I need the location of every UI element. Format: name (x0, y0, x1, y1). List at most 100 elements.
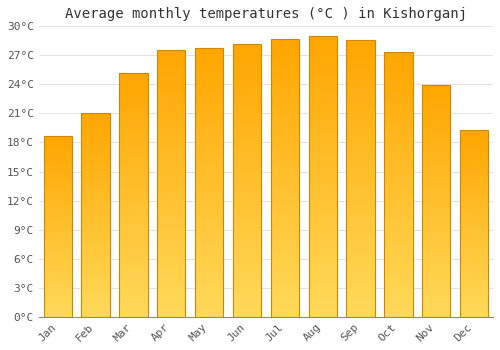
Bar (82, 172, 110, 174)
Bar (346, 64, 375, 68)
Bar (346, 102, 375, 106)
Title: Average monthly temperatures (°C ) in Kishorganj: Average monthly temperatures (°C ) in Ki… (65, 7, 467, 21)
Bar (270, 102, 299, 105)
Bar (195, 108, 224, 112)
Bar (308, 40, 337, 43)
Bar (82, 304, 110, 307)
Bar (384, 290, 412, 294)
Bar (308, 187, 337, 190)
Bar (308, 61, 337, 64)
Bar (233, 215, 261, 218)
Bar (82, 253, 110, 256)
Bar (308, 134, 337, 138)
Bar (157, 170, 186, 174)
Bar (422, 253, 450, 256)
Bar (422, 155, 450, 158)
Bar (422, 296, 450, 300)
Bar (157, 210, 186, 214)
Bar (195, 132, 224, 135)
Bar (346, 54, 375, 57)
Bar (157, 134, 186, 137)
Bar (82, 162, 110, 164)
Bar (270, 185, 299, 188)
Bar (460, 184, 488, 186)
Bar (44, 315, 72, 317)
Bar (195, 189, 224, 192)
Bar (44, 154, 72, 156)
Bar (44, 172, 72, 174)
Bar (270, 188, 299, 192)
Bar (195, 192, 224, 196)
Bar (270, 80, 299, 84)
Bar (82, 177, 110, 180)
Bar (157, 244, 186, 247)
Bar (270, 84, 299, 88)
Bar (157, 247, 186, 250)
Bar (44, 158, 72, 161)
Bar (44, 312, 72, 315)
Bar (195, 226, 224, 229)
Bar (270, 171, 299, 174)
Bar (270, 39, 299, 317)
Bar (233, 54, 261, 57)
Bar (82, 218, 110, 220)
Bar (384, 261, 412, 264)
Bar (233, 259, 261, 262)
Bar (308, 250, 337, 254)
Bar (460, 310, 488, 312)
Bar (384, 264, 412, 267)
Bar (308, 296, 337, 299)
Bar (119, 308, 148, 311)
Bar (44, 260, 72, 262)
Bar (384, 122, 412, 125)
Bar (44, 247, 72, 249)
Bar (308, 176, 337, 180)
Bar (270, 247, 299, 251)
Bar (82, 136, 110, 139)
Bar (384, 56, 412, 59)
Bar (157, 97, 186, 100)
Bar (195, 179, 224, 182)
Bar (384, 172, 412, 175)
Bar (422, 189, 450, 193)
Bar (346, 137, 375, 140)
Bar (346, 158, 375, 161)
Bar (384, 105, 412, 108)
Bar (384, 221, 412, 224)
Bar (82, 286, 110, 289)
Bar (308, 268, 337, 271)
Bar (346, 133, 375, 137)
Bar (44, 222, 72, 224)
Bar (460, 307, 488, 310)
Bar (422, 149, 450, 152)
Bar (346, 61, 375, 64)
Bar (195, 263, 224, 266)
Bar (82, 281, 110, 284)
Bar (233, 116, 261, 119)
Bar (460, 312, 488, 314)
Bar (119, 286, 148, 289)
Bar (195, 266, 224, 270)
Bar (82, 195, 110, 197)
Bar (308, 247, 337, 250)
Bar (82, 307, 110, 309)
Bar (233, 61, 261, 64)
Bar (308, 64, 337, 68)
Bar (157, 277, 186, 280)
Bar (157, 240, 186, 244)
Bar (308, 124, 337, 127)
Bar (157, 194, 186, 197)
Bar (44, 217, 72, 219)
Bar (308, 222, 337, 225)
Bar (270, 223, 299, 226)
Bar (157, 267, 186, 270)
Bar (422, 314, 450, 317)
Bar (233, 57, 261, 61)
Bar (82, 225, 110, 228)
Bar (384, 307, 412, 310)
Bar (44, 287, 72, 290)
Bar (82, 271, 110, 274)
Bar (384, 62, 412, 66)
Bar (422, 91, 450, 94)
Bar (157, 90, 186, 94)
